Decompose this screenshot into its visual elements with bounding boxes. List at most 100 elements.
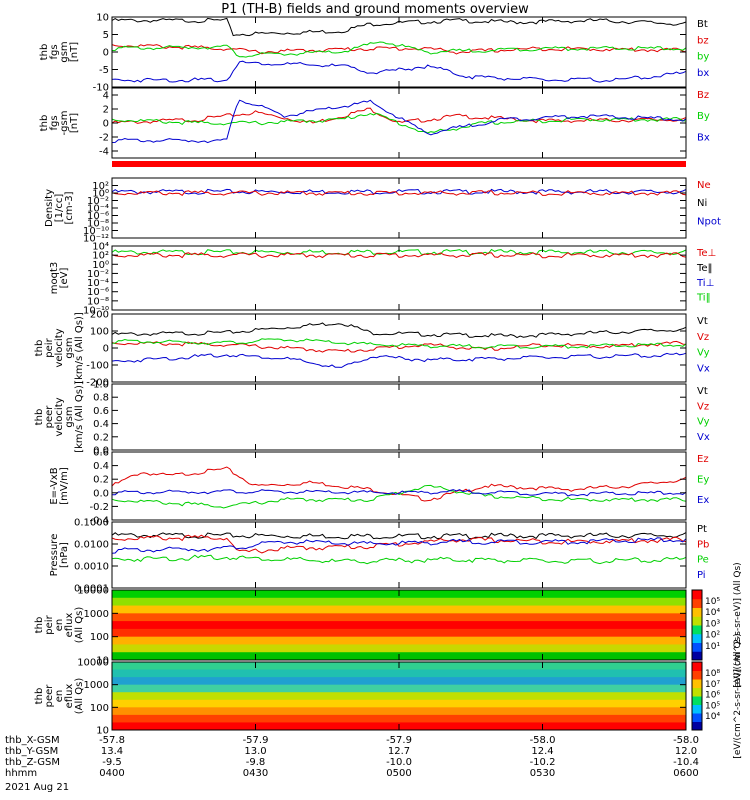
legend-entry: Vz xyxy=(697,401,709,412)
colorbar-segment xyxy=(692,607,702,617)
legend-entry: Ti‖ xyxy=(696,293,711,304)
colorbar-segment xyxy=(692,713,702,722)
y-tick-label: 10² xyxy=(92,251,109,262)
series-line-vx xyxy=(111,352,687,368)
legend-entry: Pb xyxy=(697,539,709,550)
y-tick-label: 0.4 xyxy=(93,461,109,472)
series-line-bx xyxy=(111,60,687,83)
y-axis-label: eflux xyxy=(64,684,75,709)
x-tick-label: -57.8 xyxy=(99,735,125,746)
colorbar-segment xyxy=(692,679,702,688)
spectrogram-band xyxy=(112,677,686,686)
y-tick-label: 10⁻¹⁰ xyxy=(83,306,109,317)
y-tick-label: -4 xyxy=(99,147,109,158)
y-tick-label: 10⁻² xyxy=(87,269,109,280)
y-tick-label: 10⁰ xyxy=(92,260,109,271)
y-axis-label: [nT] xyxy=(69,42,80,62)
x-tick-label: 0430 xyxy=(243,768,268,779)
series-line-ex xyxy=(111,489,687,497)
legend-entry: Te‖ xyxy=(696,263,713,274)
x-tick-label: 13.0 xyxy=(244,746,266,757)
y-tick-label: 10⁻⁸ xyxy=(87,219,109,230)
y-axis-label: [km/s (All Qs)] xyxy=(74,312,85,384)
y-axis-label: eflux xyxy=(64,613,75,638)
colorbar-frame xyxy=(691,589,703,661)
y-axis-label: gsm xyxy=(59,41,70,62)
series-line-pi xyxy=(111,537,687,554)
y-tick-label: 10⁻¹² xyxy=(83,234,109,245)
series-line-vt xyxy=(111,322,687,339)
y-axis-label: thb xyxy=(34,409,45,426)
y-axis-label: thb xyxy=(34,340,45,357)
legend-entry: Bt xyxy=(697,19,708,30)
colorbar-segment xyxy=(692,662,702,671)
y-axis-label: fgs xyxy=(49,115,60,130)
plot-title: P1 (TH-B) fields and ground moments over… xyxy=(221,2,529,17)
y-axis-label: peir xyxy=(44,337,55,357)
x-tick-label: -58.0 xyxy=(673,735,699,746)
date-label: 2021 Aug 21 xyxy=(5,782,70,793)
colorbar-segment xyxy=(692,696,702,705)
x-tick-label: -9.8 xyxy=(246,757,266,768)
legend-entry: bx xyxy=(697,68,709,79)
y-tick-label: 0.0 xyxy=(93,446,109,457)
spectrogram-band xyxy=(112,605,686,614)
legend-entry: Bz xyxy=(697,90,709,101)
y-axis-label: [1/cc] xyxy=(54,194,65,223)
panel-frame xyxy=(111,16,687,88)
y-tick-label: 1000 xyxy=(84,680,109,691)
legend-entry: Bx xyxy=(697,132,710,143)
series-line-pt xyxy=(111,532,687,540)
y-axis-label: thb xyxy=(39,44,50,61)
x-tick-label: 12.0 xyxy=(675,746,697,757)
y-tick-label: 0.6 xyxy=(93,448,109,459)
legend-entry: Vy xyxy=(697,348,710,359)
colorbar-segment xyxy=(692,625,702,635)
legend-entry: bz xyxy=(697,35,709,46)
y-tick-label: 10⁻⁶ xyxy=(87,211,109,222)
x-tick-label: -9.5 xyxy=(102,757,122,768)
colorbar-tick-label: 10² xyxy=(705,631,720,641)
x-row-label-2: thb_Z-GSM xyxy=(5,757,60,768)
y-tick-label: 0.2 xyxy=(93,475,109,486)
legend-entry: Ex xyxy=(697,495,709,506)
x-tick-label: 0400 xyxy=(99,768,124,779)
series-line-vz xyxy=(111,340,687,353)
legend-entry: Vx xyxy=(697,432,710,443)
y-axis-label: [eV] xyxy=(59,268,70,289)
series-line-npot xyxy=(111,188,687,195)
x-row-label-1: thb_Y-GSM xyxy=(5,746,59,757)
y-axis-label: [mV/m] xyxy=(59,467,70,505)
series-line-te xyxy=(111,252,687,259)
y-tick-label: 0.0010 xyxy=(74,562,109,573)
legend-entry: Te⊥ xyxy=(696,248,716,259)
y-axis-label: peir xyxy=(44,614,55,634)
x-tick-label: 12.7 xyxy=(388,746,410,757)
spectrogram-band xyxy=(112,707,686,716)
x-tick-label: -57.9 xyxy=(386,735,412,746)
y-tick-label: 4 xyxy=(103,91,109,102)
y-tick-label: 100 xyxy=(90,632,109,643)
y-tick-label: -100 xyxy=(86,361,109,372)
y-tick-label: 10⁻⁸ xyxy=(87,296,109,307)
series-line-by xyxy=(111,112,687,134)
legend-entry: Ez xyxy=(697,454,709,465)
colorbar-tick-label: 10⁸ xyxy=(705,669,720,679)
spectrogram-band xyxy=(112,621,686,630)
panel-fgs_dsl_like: 4 2 0 -2 -4 thb fgs -gsm [nT] Bz By Bx xyxy=(39,87,710,159)
y-axis-label: en xyxy=(54,619,65,632)
series-line-bx xyxy=(111,99,687,144)
y-axis-label: velocity xyxy=(54,397,65,436)
legend-entry: Vt xyxy=(697,316,708,327)
y-axis-label: [nPa] xyxy=(59,542,70,568)
y-axis-label: fgs xyxy=(49,44,60,59)
colorbar-segment xyxy=(692,633,702,643)
panel-pressure: 0.1000 0.0100 0.0010 0.0001 Pressure [nPa] Pt P… xyxy=(49,518,709,595)
x-tick-label: -58.0 xyxy=(530,735,556,746)
colorbar-segment xyxy=(692,704,702,714)
legend-entry: Pt xyxy=(697,524,707,535)
series-line-by xyxy=(111,41,687,58)
